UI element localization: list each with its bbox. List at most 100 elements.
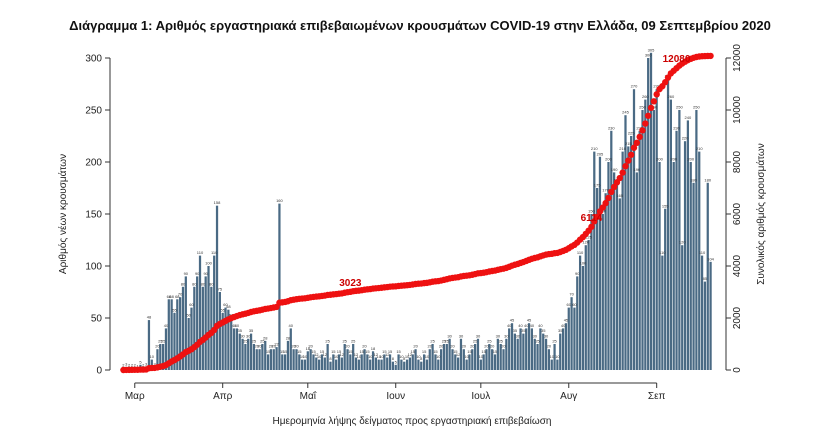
cumulative-point [625,157,632,164]
bar-value-label: 10 [357,354,362,359]
bar-value-label: 210 [619,146,626,151]
cumulative-point [591,218,598,225]
bar [604,193,607,370]
bar-value-label: 30 [544,333,549,338]
bar-value-label: 90 [575,271,580,276]
bar [567,307,570,370]
bar-value-label: 8 [329,356,332,361]
bar [661,255,664,370]
bar [266,354,270,370]
bar [596,188,599,370]
bar [357,359,360,370]
right-tick-label: 12000 [732,44,743,72]
bar-value-label: 68 [175,294,180,299]
bar [380,359,383,370]
bar [403,361,406,370]
bar [510,323,514,370]
bar [405,359,409,370]
bar-value-label: 40 [518,323,523,328]
left-y-axis: 0 50 100 150 200 250 300 [85,54,111,377]
bar-value-label: 80 [192,281,197,286]
bar [244,344,247,370]
bar [459,338,463,370]
cumulative-point [608,188,615,196]
bar [264,340,267,370]
bar [221,312,224,370]
bar [485,349,488,370]
bar-value-label: 10 [555,354,560,359]
bar-value-label: 20 [155,344,160,349]
bar-value-label: 15 [320,349,325,354]
bar-value-label: 8 [420,356,423,361]
bar [581,266,585,370]
bar-value-label: 90 [203,271,208,276]
bar [613,172,616,370]
cumulative-point [653,91,660,98]
cumulative-point [593,213,601,220]
bar-value-label: 250 [651,105,658,110]
bar [482,354,485,370]
bar [437,359,440,370]
bar-value-label: 80 [209,281,214,286]
bar-value-label: 45 [510,318,515,323]
bar [159,344,162,370]
bar-value-label: 165 [616,193,623,198]
bar [479,359,482,370]
bar-value-label: 30 [447,333,452,338]
bar [610,130,613,370]
bar-value-label: 20 [291,344,296,349]
bar-value-label: 25 [473,339,478,344]
bar-value-label: 20 [362,344,367,349]
bar [337,354,341,370]
bar-value-label: 20 [439,344,444,349]
bar-value-label: 20 [413,344,418,349]
bar [587,240,590,370]
bar [584,245,587,370]
bar [289,328,292,370]
bar [272,349,275,370]
bar [241,338,244,370]
bar [190,307,193,370]
bar-value-label: 15 [266,349,271,354]
bar-value-label: 2 [128,362,131,367]
cumulative-point [639,127,646,134]
cumulative-annotation: 3023 [339,278,362,289]
bar-value-label: 170 [602,188,609,193]
bar-value-label: 205 [597,151,604,156]
bar-value-label: 60 [567,302,572,307]
x-axis: Μαρ Απρ Μαΐ Ιουν Ιουλ Αυγ Σεπ [125,382,666,402]
bar [706,182,709,370]
bar-value-label: 80 [181,281,186,286]
bar [627,146,630,370]
bar [193,286,196,370]
bar [187,318,190,370]
bar-value-label: 40 [561,323,566,328]
chart-title: Διάγραμμα 1: Αριθμός εργαστηριακά επιβεβ… [69,18,771,33]
cumulative-point [642,120,649,127]
bar-value-label: 40 [232,323,237,328]
bar-value-label: 10 [300,354,305,359]
bar-value-label: 15 [411,349,416,354]
bar-value-label: 35 [237,328,242,333]
bar [635,172,638,370]
bar-value-label: 230 [608,125,615,130]
bar-value-label: 20 [462,344,467,349]
bar [695,110,698,370]
bar-value-label: 15 [359,349,364,354]
bar [658,162,661,370]
bar-value-label: 40 [530,323,535,328]
bar [329,361,332,370]
bar [709,261,712,370]
cumulative-annotations: 3023 6114 12080 [339,54,691,289]
bar-value-label: 210 [696,146,703,151]
bar [295,349,298,370]
right-tick-label: 6000 [732,202,743,225]
bar-value-label: 110 [659,250,666,255]
bar [147,320,151,370]
left-tick-label: 300 [85,54,102,65]
bar [457,357,460,370]
bar [179,297,182,370]
bar-value-label: 12 [374,352,379,357]
bar [204,276,207,370]
bar-value-label: 25 [487,339,492,344]
